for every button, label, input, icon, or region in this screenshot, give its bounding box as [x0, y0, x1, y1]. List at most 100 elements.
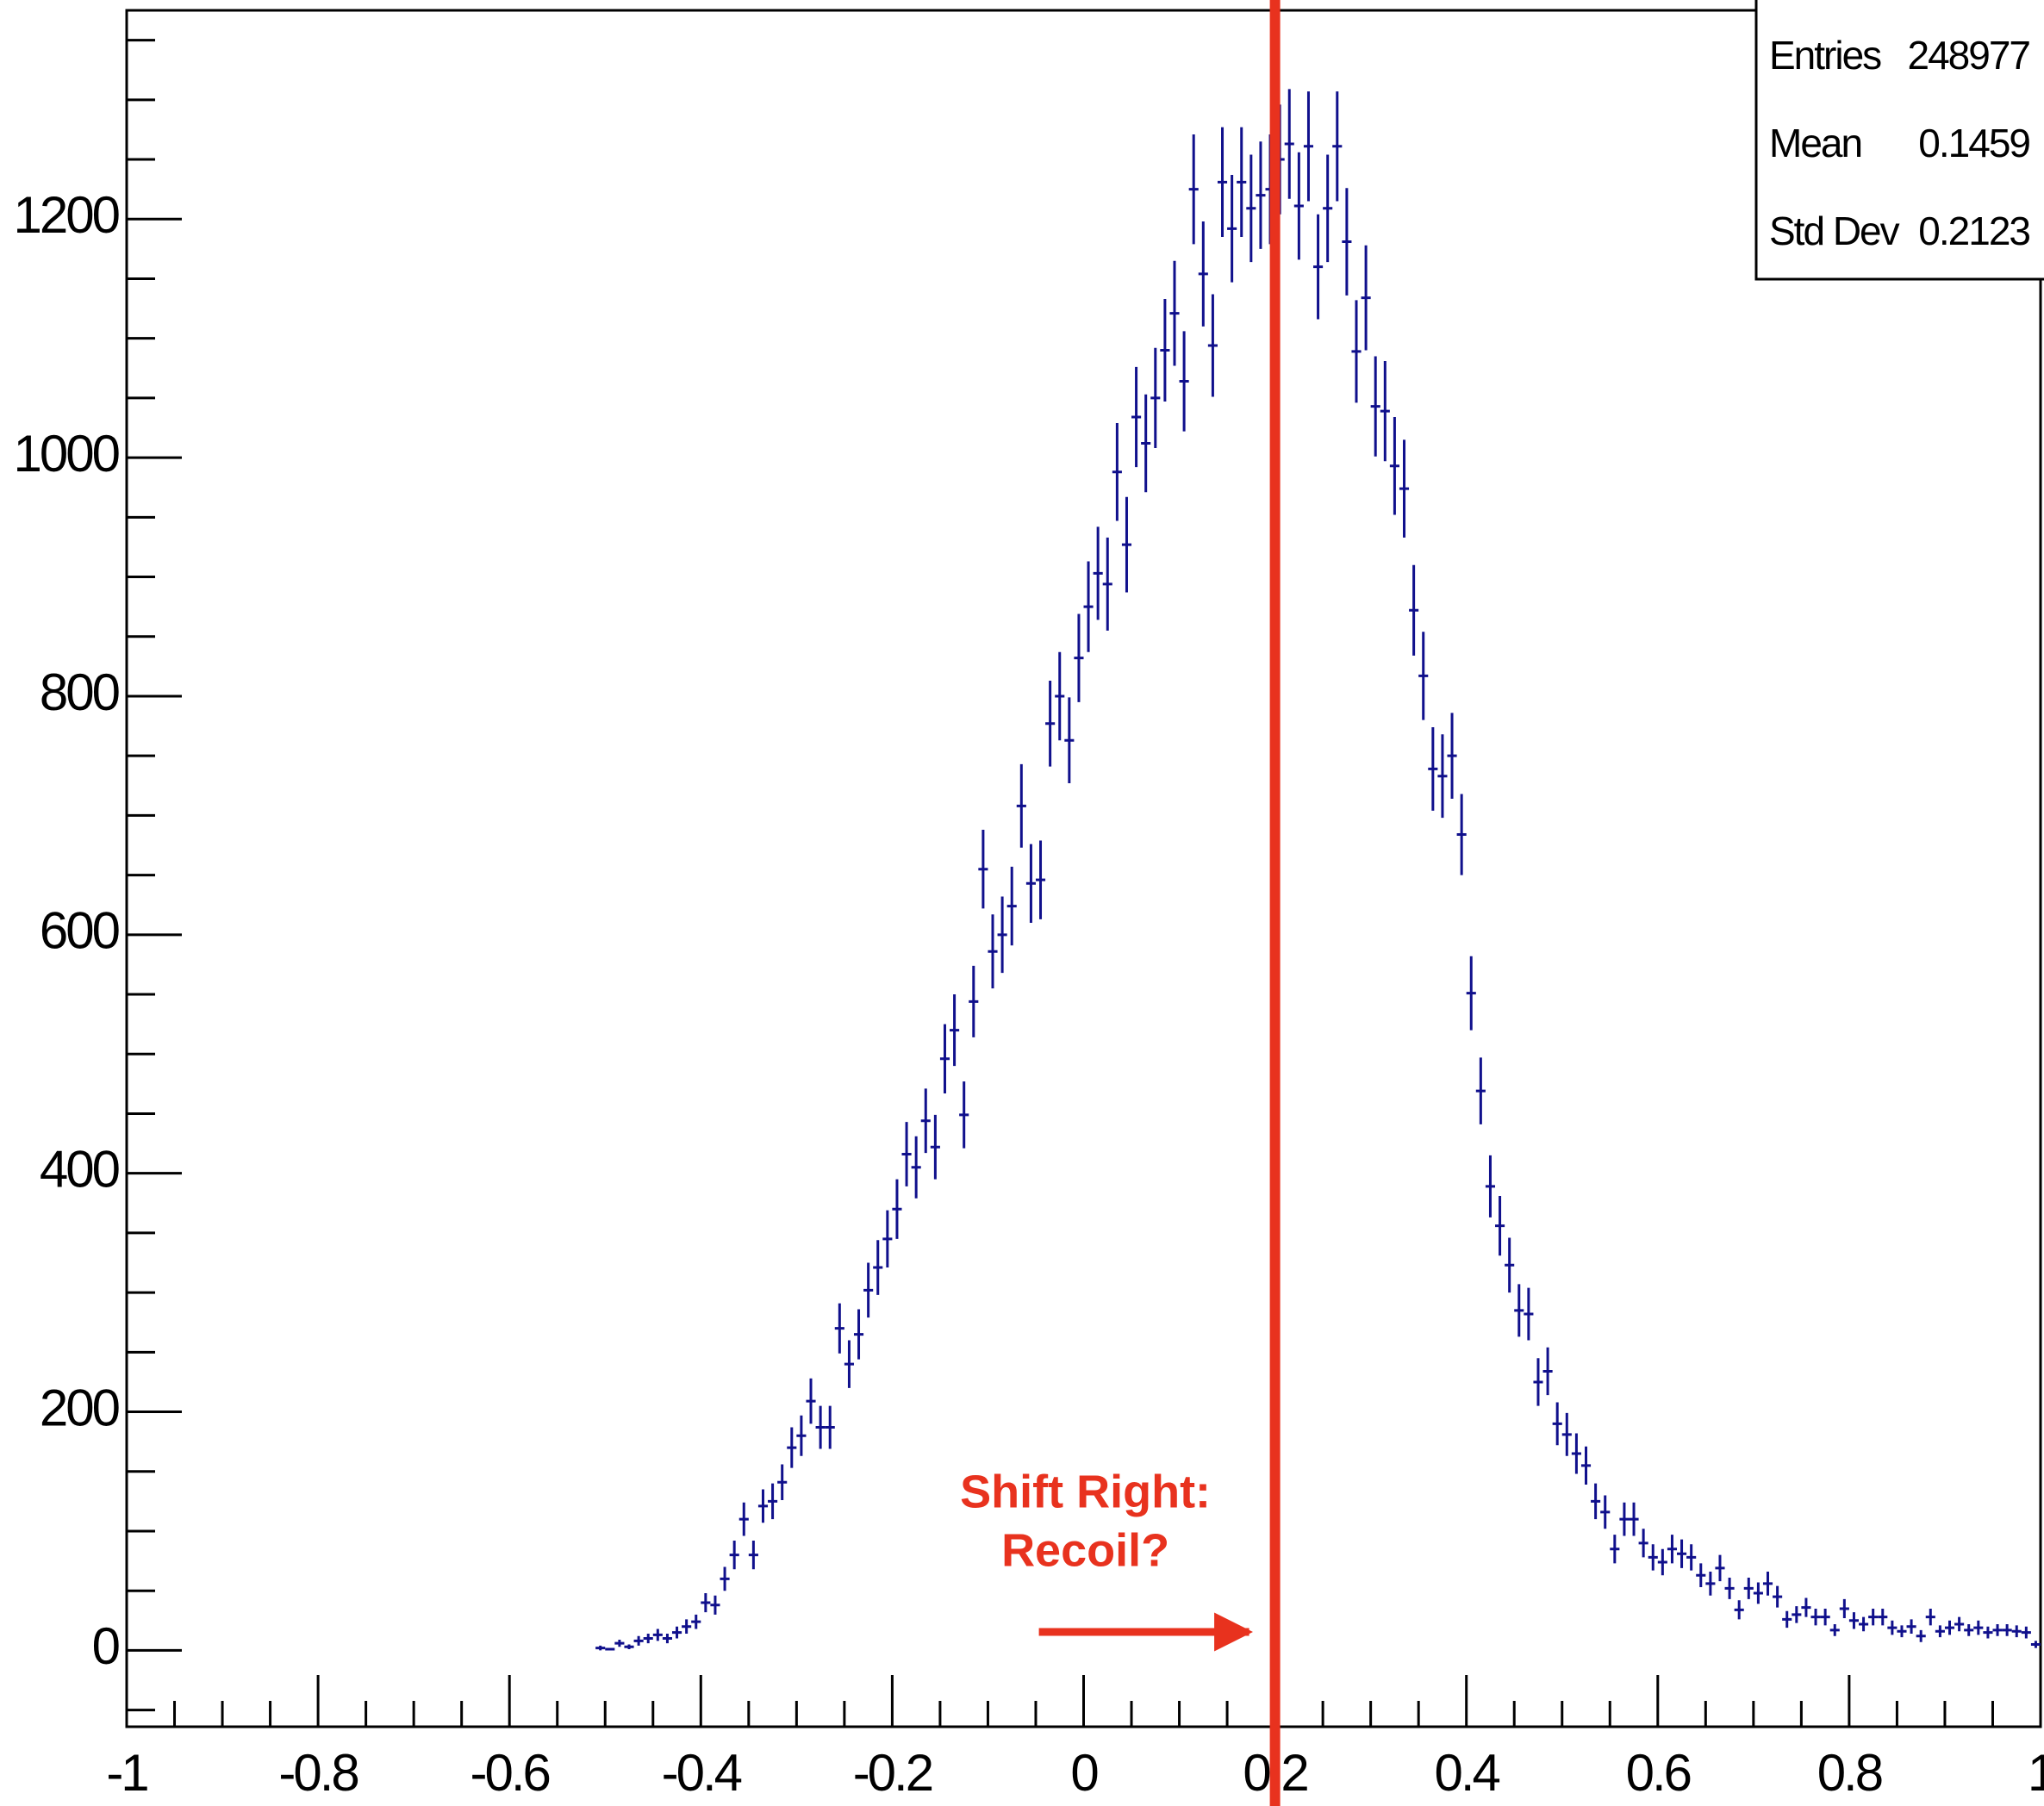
data-point: [1428, 726, 1438, 811]
data-point: [1820, 1608, 1830, 1626]
stats-label: Entries: [1769, 33, 1881, 78]
data-point: [1897, 1625, 1907, 1638]
data-point: [1389, 417, 1399, 515]
data-point: [1753, 1582, 1763, 1604]
data-point: [939, 1024, 950, 1093]
data-point: [1514, 1284, 1524, 1337]
data-point: [1925, 1608, 1935, 1626]
data-point: [1810, 1608, 1821, 1626]
data-point: [1112, 422, 1122, 521]
data-point: [796, 1415, 807, 1456]
data-point: [1973, 1620, 1984, 1635]
data-point: [1638, 1529, 1648, 1558]
data-point: [1313, 214, 1324, 320]
x-tick-label: -0.4: [662, 1744, 742, 1802]
data-point: [1485, 1155, 1496, 1217]
data-point: [1848, 1612, 1859, 1629]
data-point: [1542, 1347, 1553, 1396]
data-point: [1207, 294, 1218, 397]
data-point: [1064, 697, 1075, 784]
data-point: [701, 1592, 711, 1613]
data-point: [997, 896, 1007, 974]
x-tick-label: -0.2: [853, 1744, 932, 1802]
data-point: [1983, 1626, 1993, 1639]
data-point: [1619, 1502, 1630, 1536]
data-point: [624, 1644, 634, 1650]
data-point: [1839, 1598, 1849, 1619]
data-point: [911, 1136, 921, 1199]
data-point: [1437, 734, 1448, 819]
data-point: [969, 965, 979, 1037]
data-point: [1868, 1608, 1879, 1626]
data-point: [1284, 89, 1294, 199]
data-point: [1705, 1572, 1716, 1596]
data-point: [1456, 794, 1467, 875]
stats-value: 0.2123: [1918, 209, 2029, 253]
data-point: [1715, 1554, 1725, 1582]
data-point: [614, 1639, 625, 1647]
x-tick-label: 1: [2028, 1744, 2044, 1802]
data-point: [1342, 188, 1352, 296]
data-point: [1303, 91, 1314, 202]
data-point: [920, 1088, 931, 1154]
data-point: [1351, 300, 1362, 403]
data-point: [1495, 1195, 1505, 1256]
data-point: [1571, 1433, 1581, 1474]
x-tick-label: 0: [1070, 1744, 1098, 1802]
data-point: [720, 1566, 730, 1591]
data-point: [863, 1262, 874, 1318]
data-point: [1083, 561, 1094, 652]
data-point: [2030, 1641, 2041, 1648]
x-tick-label: 0.4: [1434, 1744, 1499, 1802]
data-point: [710, 1595, 720, 1615]
data-point: [1418, 632, 1429, 720]
stats-label: Mean: [1769, 121, 1861, 165]
data-point: [671, 1626, 682, 1639]
data-point: [605, 1647, 615, 1651]
data-point: [652, 1629, 663, 1641]
data-point: [1677, 1539, 1687, 1568]
data-point: [729, 1541, 739, 1570]
y-tick-label: 1200: [14, 186, 120, 244]
data-point: [1657, 1548, 1667, 1576]
data-point: [1150, 347, 1161, 449]
data-point: [738, 1502, 749, 1536]
data-point: [1188, 134, 1199, 245]
data-point: [662, 1634, 672, 1644]
data-point: [1992, 1623, 2003, 1636]
data-point: [825, 1405, 835, 1449]
data-point: [1179, 331, 1189, 432]
y-tick-label: 0: [92, 1617, 120, 1675]
data-point: [930, 1114, 940, 1180]
data-point: [1792, 1606, 1802, 1623]
y-tick-label: 1000: [14, 425, 120, 483]
data-point: [1102, 537, 1112, 631]
data-point: [834, 1303, 844, 1354]
data-point: [1773, 1585, 1783, 1608]
data-point: [1074, 613, 1084, 702]
data-point: [806, 1378, 816, 1424]
data-point: [1380, 360, 1390, 462]
data-point: [1160, 298, 1170, 402]
data-point: [2002, 1623, 2012, 1636]
stats-value: 0.1459: [1918, 121, 2029, 165]
data-point: [777, 1464, 788, 1500]
data-point: [882, 1210, 893, 1268]
data-point: [1399, 439, 1410, 538]
data-point: [1801, 1597, 1811, 1617]
data-point: [1505, 1237, 1515, 1293]
data-point: [1323, 154, 1333, 263]
data-point: [1293, 152, 1304, 260]
x-tick-label: -0.8: [278, 1744, 358, 1802]
data-point: [1035, 840, 1046, 919]
data-point: [1734, 1600, 1744, 1620]
data-point: [873, 1240, 883, 1295]
data-point: [1131, 366, 1142, 468]
data-point: [1533, 1358, 1543, 1406]
data-point: [2011, 1625, 2022, 1638]
data-point: [1829, 1623, 1840, 1636]
stats-label: Std Dev: [1769, 209, 1900, 253]
data-point: [1878, 1608, 1888, 1626]
data-point: [1093, 526, 1103, 620]
